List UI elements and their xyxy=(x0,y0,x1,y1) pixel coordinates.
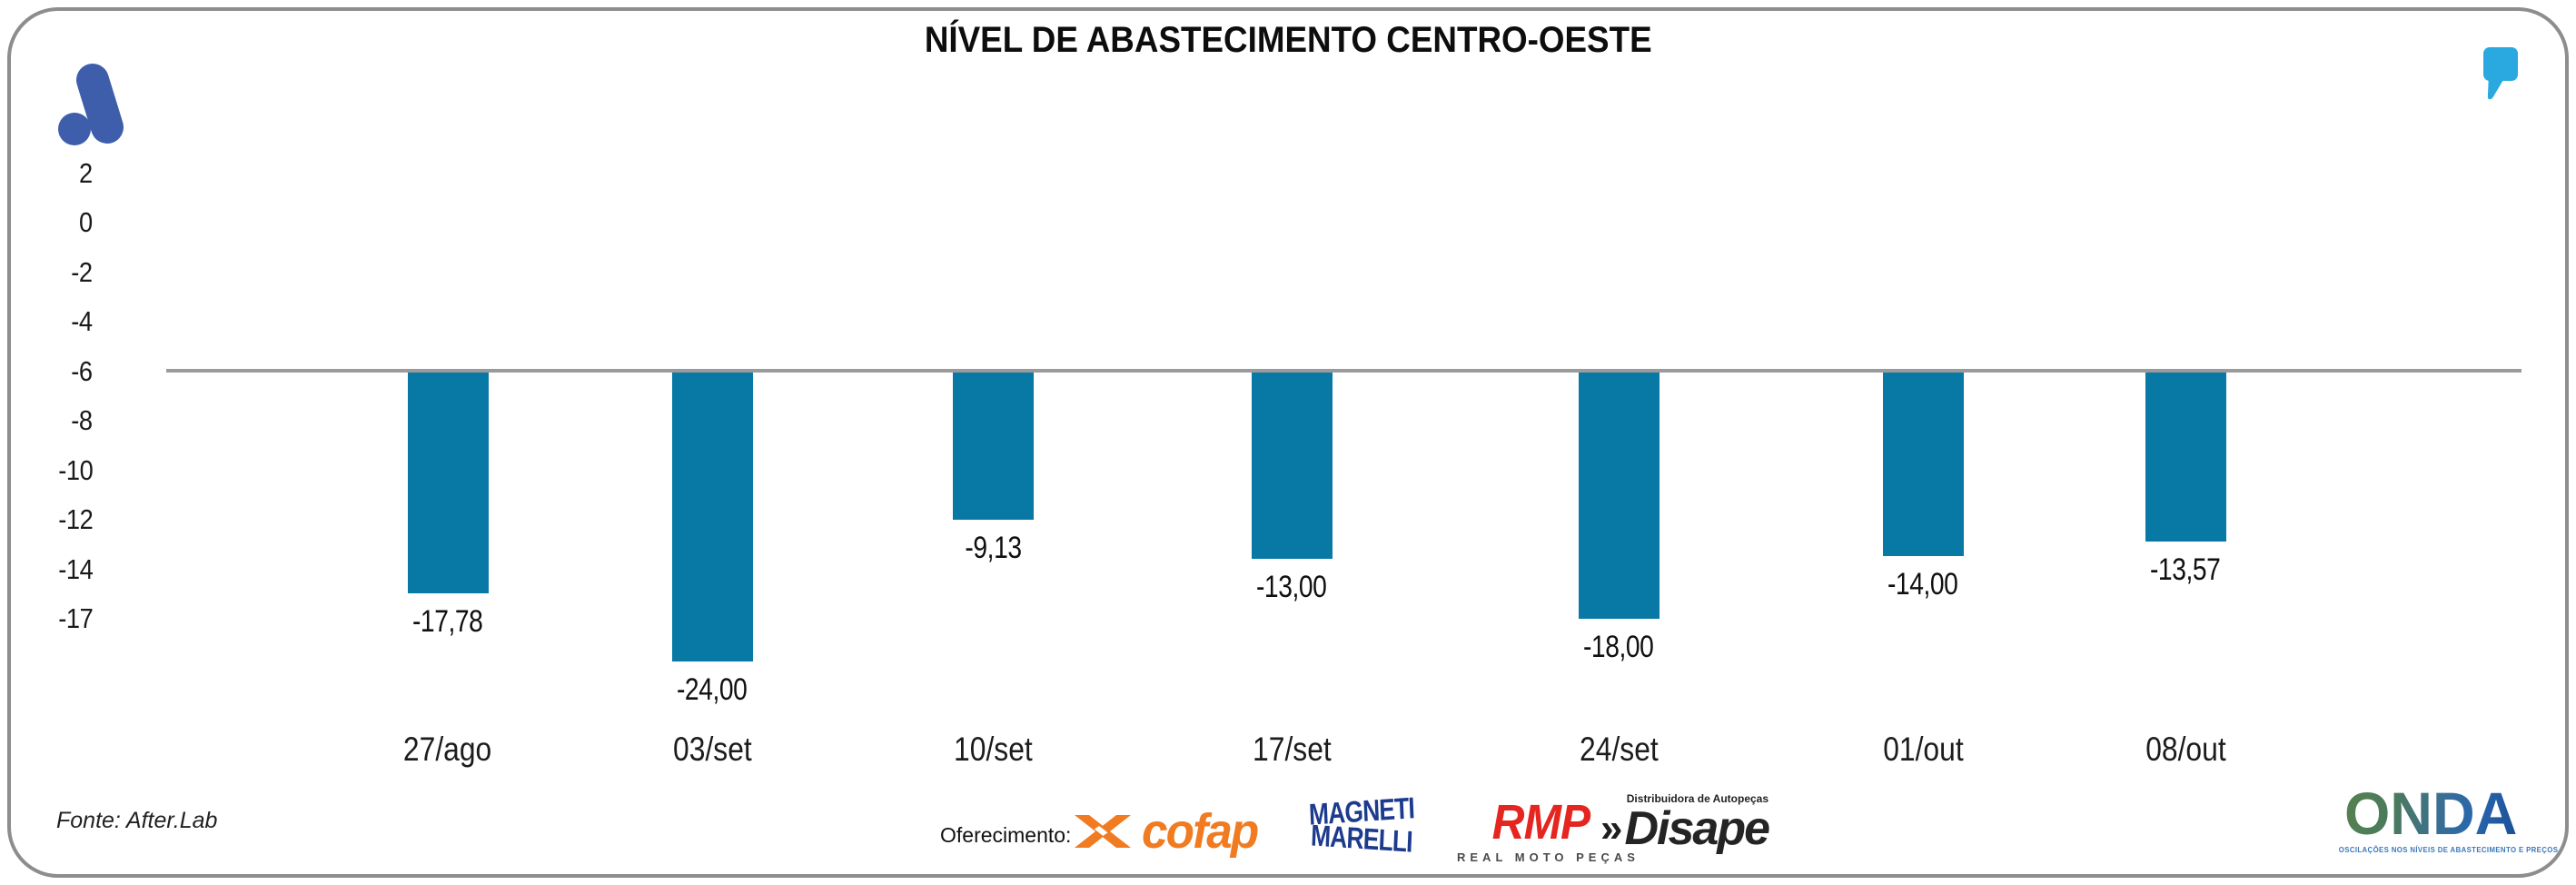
y-axis-tick-label: 2 xyxy=(79,157,93,189)
y-axis-tick-label: -8 xyxy=(71,404,94,436)
onda-wordmark: ONDA xyxy=(2343,780,2518,847)
sponsorship-label: Oferecimento: xyxy=(940,823,1072,847)
quote-mark-icon xyxy=(2483,47,2518,100)
category-label: 10/set xyxy=(953,731,1033,768)
category-label: 01/out xyxy=(1882,731,1964,768)
y-axis-tick-label: -6 xyxy=(71,355,94,387)
bar-value-label: -24,00 xyxy=(677,672,748,707)
rmp-wordmark: RMP xyxy=(1491,795,1591,850)
onda-logo: ONDA OSCILAÇÕES NOS NÍVEIS DE ABASTECIME… xyxy=(2331,780,2559,854)
bar-value-label: -13,00 xyxy=(1256,570,1327,604)
sponsor-rmp-logo: RMP REAL MOTO PEÇAS xyxy=(1457,798,1640,864)
cofap-wordmark: cofap xyxy=(1142,804,1259,859)
bar-value-label: -18,00 xyxy=(1583,630,1654,664)
disape-chevrons: » xyxy=(1600,806,1623,850)
y-axis-tick-label: 0 xyxy=(79,206,93,238)
chart-title: NÍVEL DE ABASTECIMENTO CENTRO-OESTE xyxy=(924,20,1652,60)
bar xyxy=(2145,371,2226,542)
bar xyxy=(407,371,489,593)
baseline-reference-line xyxy=(166,369,2522,373)
bar xyxy=(1251,371,1333,559)
category-label: 17/set xyxy=(1252,731,1332,768)
category-label: 24/set xyxy=(1579,731,1659,768)
y-axis-tick-label: -2 xyxy=(71,256,94,288)
bar xyxy=(671,371,753,661)
sponsor-magneti-marelli-logo: MAGNETI MARELLI xyxy=(1293,791,1430,859)
source-note: Fonte: After.Lab xyxy=(56,808,218,833)
rmp-subtext: REAL MOTO PEÇAS xyxy=(1457,850,1640,864)
y-axis-tick-label: -10 xyxy=(57,454,94,486)
bar xyxy=(952,371,1034,520)
category-label: 08/out xyxy=(2145,731,2226,768)
y-axis-tick-label: -14 xyxy=(57,553,94,585)
bar-value-label: -13,57 xyxy=(2150,552,2221,587)
disape-subtext: Distribuidora de Autopeças xyxy=(1626,792,1769,805)
bar-value-label: -9,13 xyxy=(964,531,1022,565)
afterlab-logo-icon xyxy=(58,64,124,145)
bar xyxy=(1882,371,1964,556)
y-axis-tick-label: -12 xyxy=(57,503,94,535)
marelli-line: MARELLI xyxy=(1310,818,1413,859)
y-axis-tick-label: -17 xyxy=(57,602,94,634)
onda-tagline: OSCILAÇÕES NOS NÍVEIS DE ABASTECIMENTO E… xyxy=(2338,845,2559,854)
category-label: 03/set xyxy=(672,731,752,768)
bar-value-label: -14,00 xyxy=(1887,567,1958,602)
y-axis-tick-label: -4 xyxy=(71,305,94,337)
bar-value-label: -17,78 xyxy=(412,604,483,639)
cofap-x-icon xyxy=(1075,815,1131,848)
sponsor-disape-logo: Distribuidora de Autopeças » Disape xyxy=(1600,792,1770,855)
sponsor-cofap-logo: cofap xyxy=(1069,803,1263,860)
category-label: 27/ago xyxy=(403,731,492,768)
bar xyxy=(1578,371,1660,619)
disape-wordmark: Disape xyxy=(1624,802,1770,855)
